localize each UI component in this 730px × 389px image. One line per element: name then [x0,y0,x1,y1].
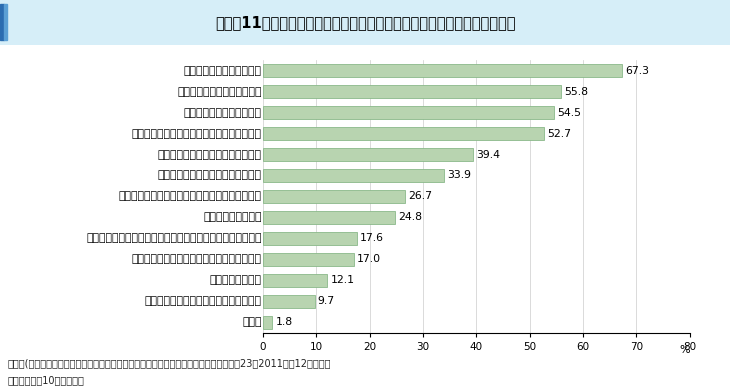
Text: 26.7: 26.7 [409,191,433,202]
Text: 52.7: 52.7 [548,129,572,138]
Text: 販路拡大に向けた積極的な営業活動: 販路拡大に向けた積極的な営業活動 [158,170,261,180]
Bar [263,232,357,245]
Text: マーケティングに基づいた商品開発: マーケティングに基づいた商品開発 [158,149,261,159]
Text: 9.7: 9.7 [318,296,335,306]
Bar [4,5,7,40]
Bar [263,190,405,203]
Text: 55.8: 55.8 [564,87,588,97]
Bar [263,169,444,182]
Text: 事業開始・継続に当たっての円滑な資金調達: 事業開始・継続に当たっての円滑な資金調達 [131,129,261,138]
Bar [0,5,4,40]
Text: 効果的な広報活動: 効果的な広報活動 [210,275,261,285]
Text: 33.9: 33.9 [447,170,471,180]
Text: 原材料、製品の品質の高さ: 原材料、製品の品質の高さ [183,108,261,117]
Text: クレーム対応や情報開示等による丁寧な顧客対応: クレーム対応や情報開示等による丁寧な顧客対応 [118,191,261,202]
Text: その他: その他 [242,317,261,327]
Bar [263,253,353,266]
Text: 12.1: 12.1 [331,275,355,285]
Text: 注：図３－10の注釈参照: 注：図３－10の注釈参照 [7,375,84,385]
Bar [263,106,554,119]
Text: 地域との良好な関係: 地域との良好な関係 [203,212,261,223]
Text: 資料：(株）日本政策金融公庫「農業の６次産業化に関するアンケート調査結果」（平成23（2011）年12月公表）: 資料：(株）日本政策金融公庫「農業の６次産業化に関するアンケート調査結果」（平成… [7,358,331,368]
Bar [263,295,315,308]
Text: 外部専門家や業種を超えた人脈等を活用した事業計画の策定: 外部専門家や業種を超えた人脈等を活用した事業計画の策定 [86,233,261,244]
Text: 新製品、イベント等、常に新しい企画の展開: 新製品、イベント等、常に新しい企画の展開 [131,254,261,264]
Text: 図３－11　６次産業化に取り組むに当たり重要と考えるもの（複数回答）: 図３－11 ６次産業化に取り組むに当たり重要と考えるもの（複数回答） [215,15,515,30]
Bar [263,85,561,98]
Bar [263,315,272,329]
Bar [263,127,544,140]
Bar [263,274,327,287]
Text: 1.8: 1.8 [276,317,293,327]
Bar [263,211,395,224]
Text: ジャンルにこだわらない幅広い情報収集: ジャンルにこだわらない幅広い情報収集 [145,296,261,306]
Text: 24.8: 24.8 [399,212,423,223]
Text: 17.6: 17.6 [360,233,384,244]
Bar [263,64,622,77]
Text: %: % [679,345,690,355]
Text: 39.4: 39.4 [476,149,500,159]
Text: 54.5: 54.5 [557,108,581,117]
Bar [263,148,473,161]
Text: 当該事業に必要な人材の確保: 当該事業に必要な人材の確保 [177,87,261,97]
Text: 商品の差別化・ブランド化: 商品の差別化・ブランド化 [183,66,261,76]
Text: 17.0: 17.0 [357,254,381,264]
Text: 67.3: 67.3 [626,66,649,76]
